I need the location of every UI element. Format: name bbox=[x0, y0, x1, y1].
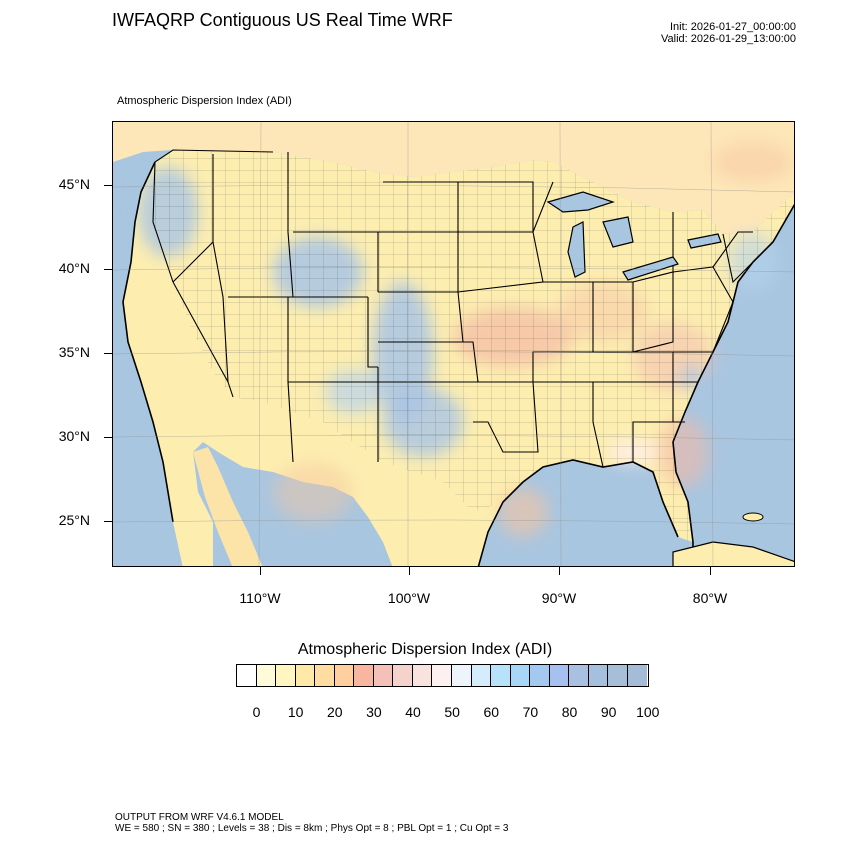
main-title: IWFAQRP Contiguous US Real Time WRF bbox=[112, 10, 453, 30]
colorbar-tick-label: 80 bbox=[561, 704, 578, 720]
colorbar-swatch bbox=[471, 665, 492, 686]
model-version: OUTPUT FROM WRF V4.6.1 MODEL bbox=[115, 812, 284, 823]
init-valid-times: Init: 2026-01-27_00:00:00 Valid: 2026-01… bbox=[661, 21, 796, 45]
lon-label-110w: 110°W bbox=[239, 590, 281, 606]
lon-label-80w: 80°W bbox=[692, 590, 728, 606]
lon-label-90w: 90°W bbox=[541, 590, 577, 606]
colorbar-tick-label: 70 bbox=[522, 704, 539, 720]
coastline bbox=[122, 161, 794, 566]
great-lakes bbox=[546, 191, 722, 281]
model-config: WE = 580 ; SN = 380 ; Levels = 38 ; Dis … bbox=[115, 823, 509, 834]
colorbar-swatch bbox=[491, 665, 511, 686]
lat-tick bbox=[104, 185, 112, 186]
valid-time: Valid: 2026-01-29_13:00:00 bbox=[661, 33, 796, 45]
lake-superior bbox=[546, 191, 615, 213]
colorbar-tick-label: 20 bbox=[327, 704, 343, 720]
lake-erie bbox=[622, 256, 679, 281]
lake-huron bbox=[602, 216, 634, 248]
map-subtitle: Atmospheric Dispersion Index (ADI) bbox=[117, 95, 292, 107]
colorbar-tick-label: 40 bbox=[405, 704, 421, 720]
lake-michigan bbox=[567, 221, 586, 278]
lat-label-35: 35°N bbox=[58, 344, 90, 360]
lat-tick bbox=[104, 353, 112, 354]
lon-label-100w: 100°W bbox=[387, 590, 431, 606]
lon-tick bbox=[710, 567, 711, 575]
lat-tick bbox=[104, 269, 112, 270]
colorbar-swatch bbox=[373, 665, 394, 686]
colorbar-tick-label: 50 bbox=[444, 704, 460, 720]
adi-field-map bbox=[113, 122, 794, 566]
colorbar-swatch bbox=[510, 665, 531, 686]
lon-tick bbox=[559, 567, 560, 575]
colorbar-swatch bbox=[256, 665, 277, 686]
colorbar-tick-label: 30 bbox=[366, 704, 382, 720]
lat-tick bbox=[104, 437, 112, 438]
lat-tick bbox=[104, 521, 112, 522]
colorbar-swatch bbox=[549, 665, 570, 686]
colorbar-tick-label: 60 bbox=[483, 704, 500, 720]
colorbar-swatch bbox=[530, 665, 550, 686]
init-time: Init: 2026-01-27_00:00:00 bbox=[670, 21, 796, 33]
colorbar-swatch bbox=[569, 665, 589, 686]
colorbar-swatch bbox=[276, 665, 296, 686]
colorbar-swatch bbox=[315, 665, 335, 686]
colorbar-swatch bbox=[295, 665, 316, 686]
colorbar-swatch bbox=[588, 665, 609, 686]
map-panel bbox=[112, 121, 795, 567]
colorbar-swatch bbox=[237, 665, 257, 686]
colorbar-swatch bbox=[334, 665, 355, 686]
lat-label-30: 30°N bbox=[58, 428, 90, 444]
bahamas-island bbox=[742, 512, 764, 522]
lon-tick bbox=[409, 567, 410, 575]
canada-land bbox=[113, 122, 794, 234]
colorbar-swatch bbox=[608, 665, 628, 686]
graticule bbox=[113, 122, 794, 566]
lat-label-40: 40°N bbox=[58, 260, 90, 276]
colorbar-title: Atmospheric Dispersion Index (ADI) bbox=[297, 641, 553, 658]
lake-ontario bbox=[687, 233, 722, 249]
colorbar-swatch bbox=[354, 665, 374, 686]
colorbar-tick-label: 0 bbox=[252, 704, 261, 720]
lon-tick bbox=[260, 567, 261, 575]
colorbar-swatch bbox=[432, 665, 453, 686]
model-info-footer: OUTPUT FROM WRF V4.6.1 MODEL WE = 580 ; … bbox=[115, 812, 508, 834]
lat-label-25: 25°N bbox=[58, 512, 90, 528]
colorbar-swatch bbox=[627, 665, 648, 686]
colorbar-tick-label: 100 bbox=[636, 704, 660, 720]
colorbar-swatch bbox=[412, 665, 433, 686]
colorbar-tick-label: 10 bbox=[287, 704, 304, 720]
colorbar bbox=[236, 664, 649, 687]
colorbar-tick-label: 90 bbox=[600, 704, 617, 720]
state-boundaries bbox=[152, 149, 754, 468]
baja-peninsula bbox=[193, 447, 263, 566]
colorbar-swatch bbox=[393, 665, 413, 686]
lat-label-45: 45°N bbox=[58, 176, 90, 192]
colorbar-swatch bbox=[452, 665, 472, 686]
gulf-of-mexico bbox=[478, 460, 693, 566]
